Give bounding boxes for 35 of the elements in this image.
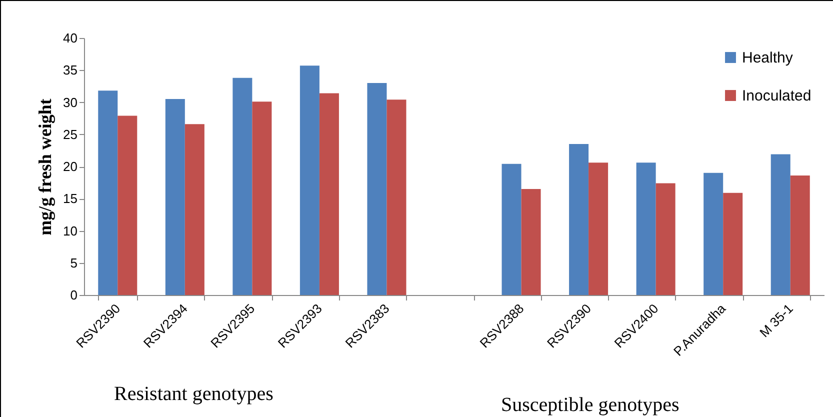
text: Resistant genotypes — [114, 383, 274, 406]
bar — [521, 188, 541, 295]
y-tick-label: 35 — [63, 62, 78, 78]
text: Susceptible genotypes — [501, 394, 680, 417]
bar — [704, 172, 724, 295]
bar — [252, 102, 272, 295]
bar — [770, 154, 790, 295]
bar — [502, 164, 522, 295]
bar — [319, 93, 339, 295]
bar — [367, 82, 387, 295]
bar — [386, 100, 406, 295]
bar — [98, 90, 118, 295]
bar — [790, 175, 810, 295]
y-tick-label: 15 — [63, 191, 78, 206]
y-tick-label: 30 — [63, 94, 78, 110]
legend-label: Inoculated — [742, 88, 812, 104]
bar — [636, 162, 656, 295]
bar — [723, 192, 743, 295]
legend-label: Healthy — [742, 50, 794, 66]
bar — [656, 183, 676, 295]
y-tick-label: 0 — [70, 288, 78, 302]
y-tick-label: 25 — [63, 126, 78, 142]
bar — [300, 66, 320, 295]
y-tick-label: 10 — [63, 223, 78, 238]
y-tick-label: 5 — [70, 255, 78, 270]
bar — [569, 144, 589, 295]
bar — [184, 124, 204, 295]
bar — [588, 162, 608, 295]
y-tick-label: 40 — [63, 30, 78, 46]
y-tick-label: 20 — [63, 159, 78, 174]
x-tick-label: M 35-1 — [756, 300, 796, 340]
bar — [165, 99, 185, 295]
y-axis-title: mg/g fresh weight — [35, 98, 56, 236]
bar — [118, 116, 138, 295]
bar — [232, 78, 252, 295]
